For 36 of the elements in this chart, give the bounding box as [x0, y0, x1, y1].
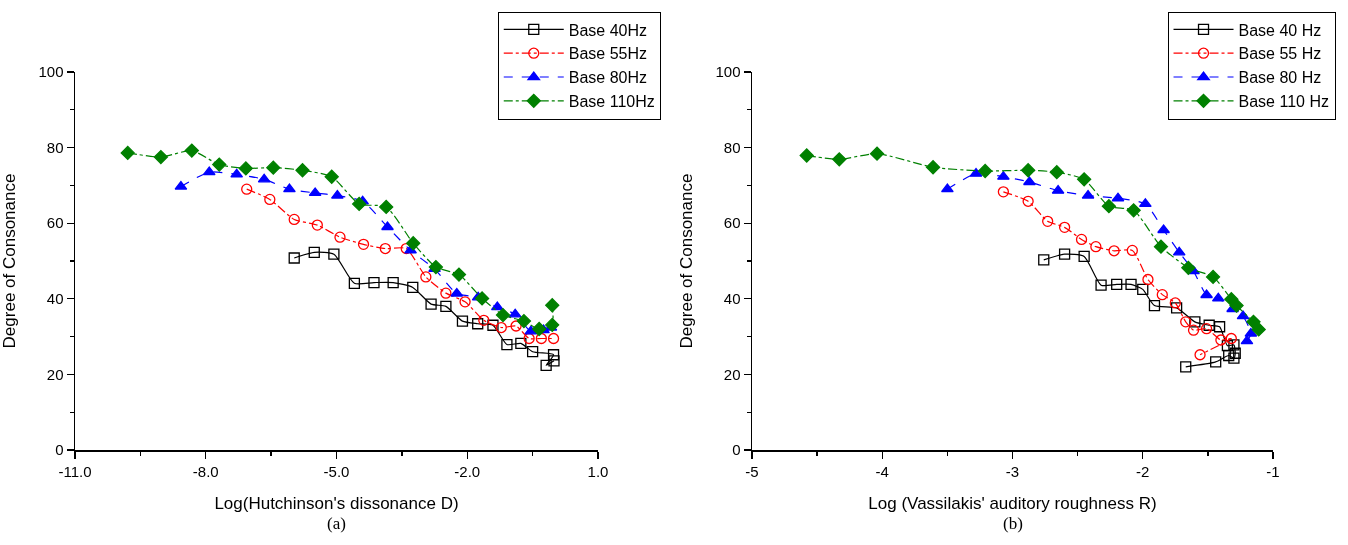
x-axis-title: Log(Hutchinson's dissonance D) [214, 493, 459, 513]
y-tick-label: 100 [715, 63, 741, 81]
x-tick-label: -2 [1136, 462, 1150, 480]
y-tick-label: 40 [723, 290, 741, 308]
y-tick-label: 60 [46, 214, 64, 232]
y-tick-label: 60 [723, 214, 741, 232]
x-tick-label: -5 [745, 462, 759, 480]
x-tick-label: -4 [875, 462, 889, 480]
y-axis-title: Degree of Consonance [0, 173, 20, 349]
legend-label: Base 110Hz [568, 93, 655, 111]
y-tick-label: 80 [46, 138, 64, 156]
x-tick-label: -2.0 [454, 462, 481, 480]
x-tick-label: -3 [1005, 462, 1020, 480]
x-tick-label: -8.0 [192, 462, 219, 480]
legend-label: Base 110 Hz [1238, 93, 1329, 111]
legend-label: Base 80 Hz [1238, 69, 1322, 87]
legend-label: Base 40 Hz [1238, 21, 1322, 39]
text: (a) [327, 514, 346, 533]
legend-label: Base 40Hz [568, 21, 648, 39]
x-tick-label: -11.0 [58, 462, 92, 480]
y-tick-label: 20 [46, 365, 64, 383]
y-tick-label: 40 [46, 290, 64, 308]
x-tick-label: 1.0 [587, 462, 609, 480]
legend-label: Base 55 Hz [1238, 45, 1322, 63]
x-tick-label: -1 [1266, 462, 1280, 480]
y-tick-label: 0 [55, 441, 64, 459]
y-tick-label: 100 [38, 63, 64, 81]
y-tick-label: 20 [723, 365, 741, 383]
x-tick-label: -5.0 [323, 462, 350, 480]
legend-label: Base 80Hz [568, 69, 648, 87]
y-axis-title: Degree of Consonance [677, 173, 697, 349]
y-tick-label: 0 [732, 441, 741, 459]
legend-label: Base 55Hz [568, 45, 648, 63]
y-tick-label: 80 [723, 138, 741, 156]
x-axis-title: Log (Vassilakis' auditory roughness R) [868, 493, 1157, 513]
text: (b) [1003, 514, 1023, 533]
